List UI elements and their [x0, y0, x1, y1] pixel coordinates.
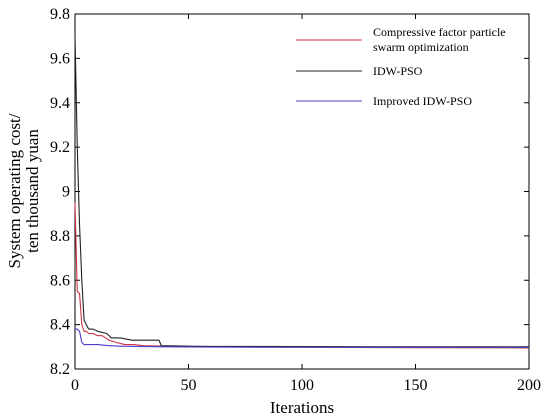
legend: Compressive factor particle swarm optimi…	[296, 25, 506, 108]
y-tick-label: 9	[62, 184, 70, 201]
series-compressive-factor-pso	[74, 202, 530, 349]
legend-label-improved-idw-pso: Improved IDW-PSO	[373, 94, 472, 108]
axis-ticks: 0 50 100 150 200 8.2 8.4 8.6 8.8 9 9.2 9.4 9.6 9.8	[50, 6, 541, 394]
y-tick-label: 8.6	[50, 272, 70, 289]
y-axis-title-line-1: System operating cost/	[5, 113, 24, 268]
x-tick-label: 200	[517, 377, 541, 394]
series-improved-idw-pso	[75, 328, 529, 349]
y-tick-label: 8.2	[50, 361, 70, 378]
x-tick-label: 0	[71, 377, 79, 394]
legend-label-compressive-factor-pso-line-2: swarm optimization	[373, 40, 469, 54]
y-axis-title-line-2: ten thousand yuan	[23, 129, 42, 253]
y-tick-label: 9.2	[50, 139, 70, 156]
y-tick-label: 9.4	[50, 95, 70, 112]
legend-label-idw-pso: IDW-PSO	[373, 64, 423, 78]
y-axis-title: System operating cost/ ten thousand yuan	[5, 113, 42, 268]
x-axis-title: Iterations	[270, 398, 334, 417]
y-tick-label: 9.8	[50, 6, 70, 23]
y-tick-label: 9.6	[50, 50, 70, 67]
series-idw-pso	[74, 36, 529, 348]
y-tick-label: 8.4	[50, 317, 70, 334]
plot-frame	[74, 13, 530, 370]
series-layer	[74, 36, 530, 349]
legend-label-compressive-factor-pso-line-1: Compressive factor particle	[373, 25, 506, 39]
x-tick-label: 150	[404, 377, 428, 394]
x-tick-label: 50	[181, 377, 197, 394]
x-tick-label: 100	[290, 377, 314, 394]
y-tick-label: 8.8	[50, 228, 70, 245]
